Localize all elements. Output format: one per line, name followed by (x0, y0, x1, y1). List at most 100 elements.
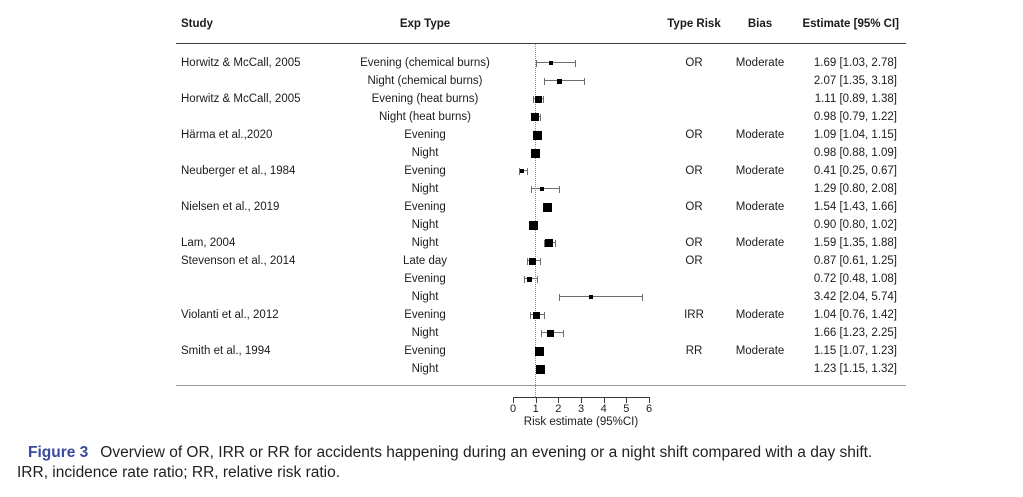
table-row: Night (heat burns) 0.98 [0.79, 1.22] (0, 108, 1023, 126)
estimate-ci-value: 1.15 [1.07, 1.23] (813, 345, 897, 357)
table-row: Night 0.98 [0.88, 1.09] (0, 144, 1023, 162)
estimate-ci-value: 1.54 [1.43, 1.66] (813, 201, 897, 213)
exp-type-label: Night (411, 219, 439, 231)
ci-cap (559, 294, 561, 301)
table-row: Night 1.66 [1.23, 2.25] (0, 324, 1023, 342)
exp-type-label: Night (411, 147, 439, 159)
bias-value: Moderate (735, 57, 785, 69)
type-risk-value (659, 108, 729, 126)
study-label: Neuberger et al., 1984 (181, 165, 296, 177)
estimate-marker (545, 239, 553, 247)
table-row: Night 1.29 [0.80, 2.08] (0, 180, 1023, 198)
ci-plot-cell (505, 360, 665, 378)
ci-cap (554, 240, 556, 247)
estimate-ci-value: 1.04 [0.76, 1.42] (813, 309, 897, 321)
estimate-marker (520, 169, 525, 173)
table-row: Stevenson et al., 2014 Late day OR 0.87 [0.… (0, 252, 1023, 270)
ci-cap (575, 60, 576, 67)
study-label: Smith et al., 1994 (181, 345, 271, 357)
exp-type-label: Night (chemical burns) (367, 75, 483, 87)
type-risk-value: OR (685, 255, 703, 267)
estimate-ci-value: 1.23 [1.15, 1.32] (813, 363, 897, 375)
bias-value: Moderate (735, 129, 785, 141)
table-row: Härma et al.,2020 Evening OR Moderate 1.09 [… (0, 126, 1023, 144)
ci-whisker (543, 80, 586, 81)
x-axis-tick-label: 0 (509, 403, 517, 415)
table-row: Nielsen et al., 2019 Evening OR Moderate 1.5… (0, 198, 1023, 216)
estimate-marker (534, 95, 542, 103)
ci-cap (563, 330, 564, 337)
bias-value: Moderate (735, 237, 785, 249)
ci-whisker (531, 188, 561, 189)
type-risk-value (659, 288, 729, 306)
estimate-marker (533, 130, 543, 140)
type-risk-value: RR (685, 345, 703, 357)
type-risk-value: OR (685, 201, 703, 213)
type-risk-value: OR (685, 237, 703, 249)
estimate-marker (531, 113, 540, 121)
estimate-ci-value: 1.59 [1.35, 1.88] (813, 237, 897, 249)
ci-cap (543, 78, 545, 85)
type-risk-value: OR (685, 129, 703, 141)
bias-value: Moderate (735, 201, 785, 213)
exp-type-label: Night (411, 327, 439, 339)
ci-cap (543, 96, 545, 103)
table-row: Neuberger et al., 1984 Evening OR Moderate 0… (0, 162, 1023, 180)
estimate-marker (536, 364, 546, 374)
study-label: Horwitz & McCall, 2005 (181, 57, 301, 69)
ci-plot-cell (505, 324, 665, 342)
ci-plot-cell (505, 270, 665, 288)
x-axis-tick (626, 397, 628, 403)
x-axis-tick (603, 397, 605, 403)
ci-plot-cell (505, 108, 665, 126)
estimate-ci-value: 1.69 [1.03, 2.78] (813, 57, 897, 69)
ci-cap (543, 240, 545, 247)
study-label: Härma et al.,2020 (181, 129, 273, 141)
exp-type-label: Evening (404, 273, 446, 285)
estimate-marker (547, 329, 555, 337)
ci-cap (642, 294, 644, 301)
column-header-study: Study (181, 18, 213, 30)
type-risk-value: OR (685, 57, 703, 69)
ci-plot-cell (505, 288, 665, 306)
ci-plot-cell (505, 198, 665, 216)
table-row: Night 1.23 [1.15, 1.32] (0, 360, 1023, 378)
estimate-ci-value: 0.41 [0.25, 0.67] (813, 165, 897, 177)
estimate-ci-value: 0.72 [0.48, 1.08] (813, 273, 897, 285)
ci-cap (530, 312, 532, 319)
caption-line-1: Figure 3 Overview of OR, IRR or RR for ac… (17, 443, 1017, 463)
estimate-ci-value: 0.87 [0.61, 1.25] (813, 255, 897, 267)
estimate-marker (588, 295, 593, 299)
ci-plot-cell (505, 162, 665, 180)
estimate-ci-value: 3.42 [2.04, 5.74] (813, 291, 897, 303)
type-risk-value (659, 72, 729, 90)
exp-type-label: Evening (404, 345, 446, 357)
estimate-ci-value: 2.07 [1.35, 3.18] (813, 75, 897, 87)
study-label: Violanti et al., 2012 (181, 309, 279, 321)
table-row: Violanti et al., 2012 Evening IRR Moderate 1… (0, 306, 1023, 324)
ci-cap (539, 114, 541, 121)
ci-plot-cell (505, 252, 665, 270)
ci-cap (536, 60, 538, 67)
table-row: Smith et al., 1994 Evening RR Moderate 1.15 … (0, 342, 1023, 360)
x-axis-tick (558, 397, 560, 403)
x-axis-tick (649, 397, 650, 403)
ci-cap (544, 312, 546, 319)
ci-cap (533, 96, 535, 103)
study-label: Lam, 2004 (181, 237, 236, 249)
table-row: Night 0.90 [0.80, 1.02] (0, 216, 1023, 234)
exp-type-label: Evening (404, 129, 446, 141)
type-risk-value: IRR (684, 309, 704, 321)
estimate-ci-value: 0.90 [0.80, 1.02] (813, 219, 897, 231)
x-axis-tick-label: 4 (600, 403, 607, 415)
type-risk-value (659, 360, 729, 378)
ci-cap (531, 186, 533, 193)
ci-plot-cell (505, 144, 665, 162)
type-risk-value (659, 324, 729, 342)
figure-caption: Figure 3 Overview of OR, IRR or RR for ac… (17, 443, 1017, 483)
ci-cap (523, 276, 525, 283)
x-axis-tick-label: 6 (645, 403, 653, 415)
exp-type-label: Late day (402, 255, 448, 267)
ci-cap (526, 258, 528, 265)
